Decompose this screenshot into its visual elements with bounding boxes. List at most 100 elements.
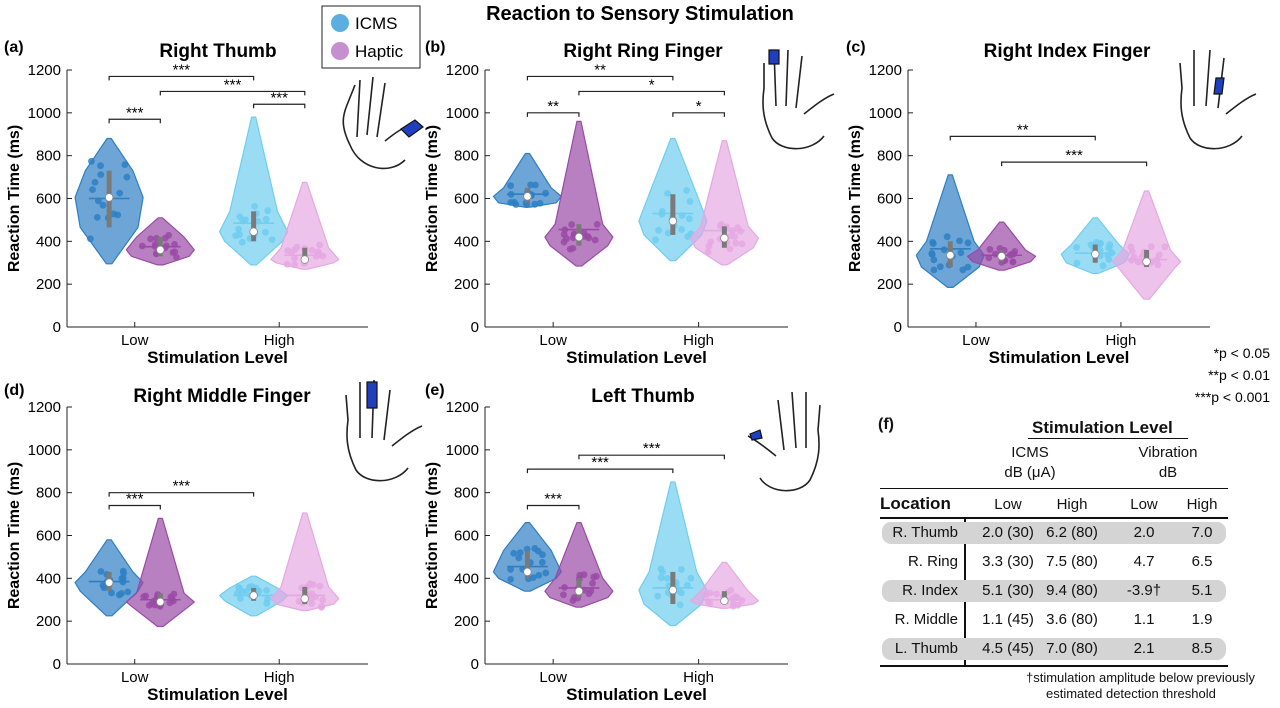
y-tick-label: 0: [53, 319, 61, 336]
x-tick-label: High: [683, 669, 714, 686]
data-point: [170, 590, 178, 598]
data-point: [584, 232, 592, 240]
stimulated-digit-icon: [1213, 77, 1225, 95]
amplitude-table: (f) Stimulation Level ICMS dB (μA) Vibra…: [878, 408, 1278, 708]
x-tick-label: Low: [962, 332, 990, 349]
panel-label: (c): [846, 39, 866, 56]
x-tick-label: High: [1105, 332, 1136, 349]
data-point: [97, 568, 105, 575]
median-marker: [946, 251, 955, 260]
data-point: [943, 233, 951, 241]
stimulated-digit-icon: [768, 49, 780, 65]
table-cell: 6.5: [1191, 553, 1213, 570]
data-point: [593, 220, 601, 228]
data-point: [238, 238, 246, 246]
y-tick-label: 0: [53, 656, 61, 673]
data-point: [284, 247, 292, 255]
data-point: [523, 201, 531, 209]
table-cell: 2.1: [1133, 640, 1155, 657]
median-marker: [574, 586, 584, 596]
table-bottom-rule: [880, 665, 1228, 667]
data-point: [664, 189, 671, 197]
significance-bracket: [1001, 161, 1148, 167]
data-point: [683, 187, 691, 194]
x-tick-label: Low: [121, 669, 149, 686]
data-point: [732, 239, 740, 247]
data-point: [560, 591, 567, 599]
data-point: [1105, 244, 1113, 252]
col-group-icms: ICMS: [1011, 444, 1049, 461]
data-point: [148, 600, 156, 607]
chart-title: Right Thumb: [159, 41, 276, 62]
data-point: [120, 570, 127, 577]
data-point: [659, 568, 666, 576]
data-point: [702, 591, 710, 598]
data-point: [655, 226, 662, 234]
data-point: [316, 582, 324, 590]
data-point: [507, 575, 515, 583]
col-icms-high: High: [1056, 496, 1088, 513]
row-location: R. Ring: [907, 553, 958, 570]
median-marker: [720, 596, 729, 606]
data-point: [531, 200, 539, 208]
row-shading: [882, 522, 1226, 544]
violin-icms: [915, 174, 985, 288]
significance-stars: ***: [643, 440, 661, 457]
panel-label: (b): [425, 39, 445, 56]
data-point: [713, 590, 720, 598]
data-point: [512, 201, 520, 208]
row-location: L. Thumb: [894, 640, 958, 657]
data-point: [236, 595, 244, 602]
data-point: [985, 254, 993, 262]
y-tick-label: 1000: [869, 105, 902, 122]
data-point: [568, 221, 576, 228]
table-group-header: Stimulation Level: [1032, 418, 1173, 437]
data-point: [726, 245, 734, 253]
data-point: [283, 260, 291, 268]
row-shading: [882, 580, 1226, 602]
stimulated-digit-icon: [366, 381, 378, 409]
median-marker: [249, 591, 258, 600]
figure-title: Reaction to Sensory Stimulation: [486, 3, 794, 25]
data-point: [242, 216, 249, 224]
data-point: [964, 239, 972, 247]
x-axis-title: Stimulation Level: [566, 348, 707, 367]
data-point: [538, 558, 546, 566]
chart-title: Right Index Finger: [984, 41, 1151, 62]
y-tick-label: 800: [454, 485, 479, 502]
median-marker: [156, 597, 165, 607]
y-axis-title: Reaction Time (ms): [847, 125, 864, 272]
significance-bracket: [526, 504, 580, 510]
hand-icon-e: [747, 391, 821, 492]
data-point: [678, 566, 685, 573]
significance-stars: **: [594, 61, 606, 78]
violin-haptic: [1112, 190, 1182, 300]
significance-stars: *: [649, 76, 655, 93]
panel-label-f: (f): [878, 416, 894, 433]
data-point: [663, 574, 671, 582]
data-point: [677, 589, 685, 597]
data-point: [507, 565, 514, 573]
table-footnote-line1: †stimulation amplitude below previously: [1026, 670, 1256, 685]
significance-bracket: [108, 118, 161, 124]
data-point: [263, 587, 270, 594]
y-tick-label: 400: [877, 233, 902, 250]
x-axis-title: Stimulation Level: [147, 348, 288, 367]
data-point: [734, 601, 742, 609]
data-point: [527, 181, 534, 189]
table-cell: 3.6 (80): [1046, 611, 1098, 628]
y-axis-title: Reaction Time (ms): [424, 462, 441, 609]
sig-key-3: ***p < 0.001: [1195, 389, 1270, 405]
x-axis-title: Stimulation Level: [147, 685, 288, 704]
median-marker: [300, 255, 309, 264]
table-cell: 1.9: [1191, 611, 1213, 628]
data-point: [1096, 240, 1104, 248]
data-point: [173, 253, 180, 261]
median-marker: [1142, 257, 1151, 266]
table-cell: 6.2 (80): [1046, 524, 1098, 541]
significance-stars: ***: [591, 454, 609, 471]
data-point: [264, 207, 272, 215]
table-cell: 7.0 (80): [1046, 640, 1098, 657]
table-cell: 5.1 (30): [982, 582, 1034, 599]
